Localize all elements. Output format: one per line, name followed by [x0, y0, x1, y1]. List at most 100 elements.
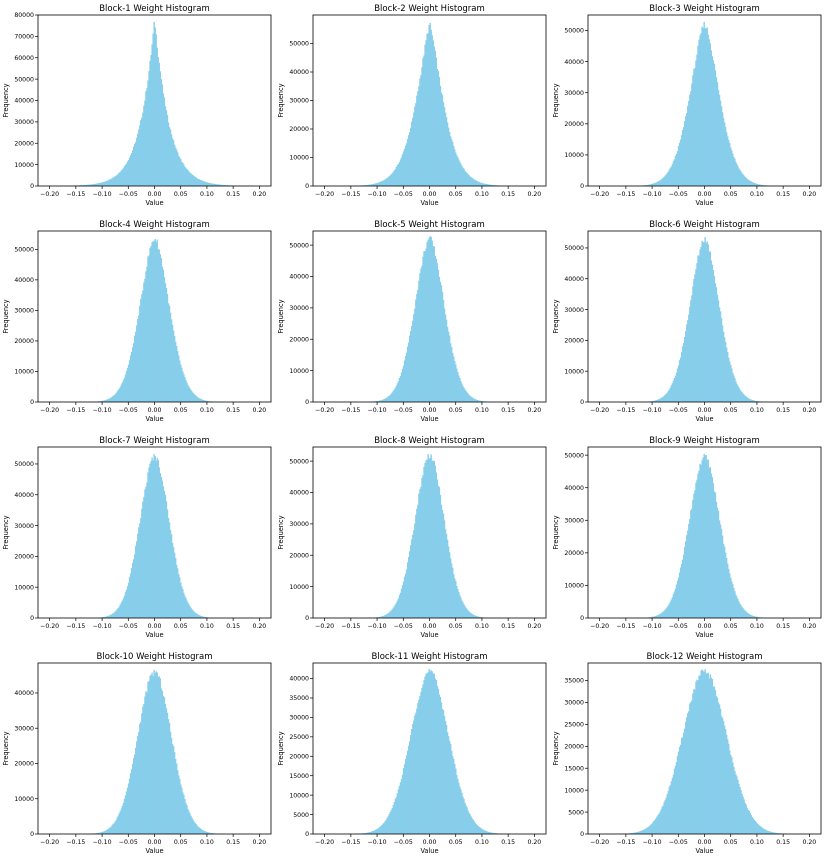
histogram-bar — [194, 176, 196, 186]
x-tick-label: 0.05 — [724, 839, 738, 846]
histogram-bar — [438, 276, 441, 402]
histogram-bar — [123, 378, 126, 402]
histogram-bar — [444, 529, 447, 618]
histogram-bar — [393, 802, 396, 834]
histogram-bar — [109, 615, 111, 618]
histogram-bar — [144, 278, 146, 402]
histogram-bar — [439, 696, 442, 834]
histogram-bar — [693, 689, 695, 834]
histogram-bar — [200, 615, 202, 618]
histogram-bar — [163, 697, 166, 834]
histogram-bar — [115, 175, 117, 186]
histogram-bar — [667, 171, 669, 186]
histogram-bar — [672, 380, 675, 402]
histogram-bar — [386, 817, 388, 834]
histogram-bar — [440, 285, 443, 402]
histogram-bar — [460, 381, 462, 402]
histogram-bar — [364, 833, 367, 834]
histogram-bar — [211, 833, 214, 834]
histogram-bar — [82, 185, 85, 186]
histogram-bar — [673, 591, 676, 618]
histogram-bar — [460, 163, 462, 186]
histogram-bar — [373, 183, 375, 186]
histogram-bar — [665, 393, 667, 402]
histogram-bar — [736, 596, 738, 618]
histogram-bar — [729, 750, 731, 834]
histogram-bar — [187, 384, 189, 402]
x-tick-label: −0.15 — [341, 191, 360, 198]
histogram-bar — [131, 562, 134, 618]
histogram-bar — [416, 95, 418, 186]
histogram-bar — [407, 557, 410, 618]
histogram-bar — [219, 184, 221, 186]
histogram-bar — [391, 808, 393, 834]
histogram-bar — [423, 55, 425, 186]
histogram-bar — [367, 184, 369, 186]
x-tick-label: 0.15 — [501, 191, 515, 198]
histogram-bar — [119, 811, 122, 834]
histogram-bar — [475, 399, 477, 402]
histogram-bar — [429, 23, 431, 186]
histogram-bar — [708, 251, 710, 402]
histogram-bar — [447, 331, 450, 402]
histogram-bar — [469, 395, 471, 402]
histogram-bar — [646, 827, 648, 834]
histogram-bar — [477, 181, 480, 186]
histogram-bar — [659, 398, 661, 402]
histogram-bar — [756, 823, 759, 834]
histogram-bar — [653, 616, 655, 618]
histogram-bar — [468, 394, 470, 402]
histogram-bar — [470, 177, 472, 186]
histogram-bar — [122, 168, 125, 186]
histogram-bar — [457, 588, 459, 618]
histogram-bar — [656, 399, 658, 402]
histogram-bar — [730, 754, 732, 834]
histogram-bar — [464, 170, 466, 186]
histogram-bar — [143, 496, 145, 618]
histogram-bar — [375, 829, 377, 834]
histogram-bar — [745, 611, 747, 618]
histogram-bar — [769, 831, 771, 834]
histogram-bar — [96, 183, 98, 186]
histogram-bar — [648, 826, 650, 834]
histogram-bar — [634, 832, 637, 834]
y-tick-label: 40000 — [289, 490, 309, 497]
histogram-bar — [153, 21, 155, 186]
histogram-bar — [108, 398, 110, 402]
histogram-bar — [176, 564, 178, 618]
histogram-bar — [368, 184, 370, 186]
histogram-bar — [404, 759, 407, 834]
histogram-bar — [132, 343, 135, 402]
histogram-bar — [672, 161, 675, 186]
histogram-bar — [444, 112, 447, 186]
histogram-bar — [736, 383, 738, 402]
histogram-bar — [663, 395, 665, 402]
histogram-bar — [680, 135, 683, 186]
histogram-bar — [484, 830, 487, 834]
y-tick-label: 20000 — [14, 554, 34, 561]
histogram-bar — [107, 399, 109, 402]
x-tick-label: −0.05 — [394, 623, 413, 630]
histogram-bar — [692, 75, 694, 186]
histogram-bar — [379, 616, 381, 618]
histogram-bar — [385, 819, 387, 834]
histogram-bar — [106, 399, 108, 402]
histogram-bar — [379, 182, 381, 186]
histogram-bar — [655, 182, 657, 186]
x-tick-label: 0.05 — [174, 407, 188, 414]
histogram-bar — [415, 712, 417, 834]
histogram-bar — [738, 387, 740, 402]
histogram-bar — [669, 167, 672, 186]
histogram-bar — [193, 393, 195, 402]
histogram-bar — [669, 601, 672, 618]
histogram-bar — [437, 688, 440, 834]
x-tick-label: 0.10 — [475, 839, 489, 846]
histogram-bar — [193, 821, 195, 834]
histogram-bar — [115, 610, 117, 618]
histogram-bar — [729, 143, 731, 186]
histogram-bar — [401, 154, 404, 186]
histogram-bar — [748, 180, 750, 186]
histogram-bar — [140, 518, 142, 618]
histogram-bar — [383, 399, 385, 402]
histogram-bar — [146, 482, 148, 618]
